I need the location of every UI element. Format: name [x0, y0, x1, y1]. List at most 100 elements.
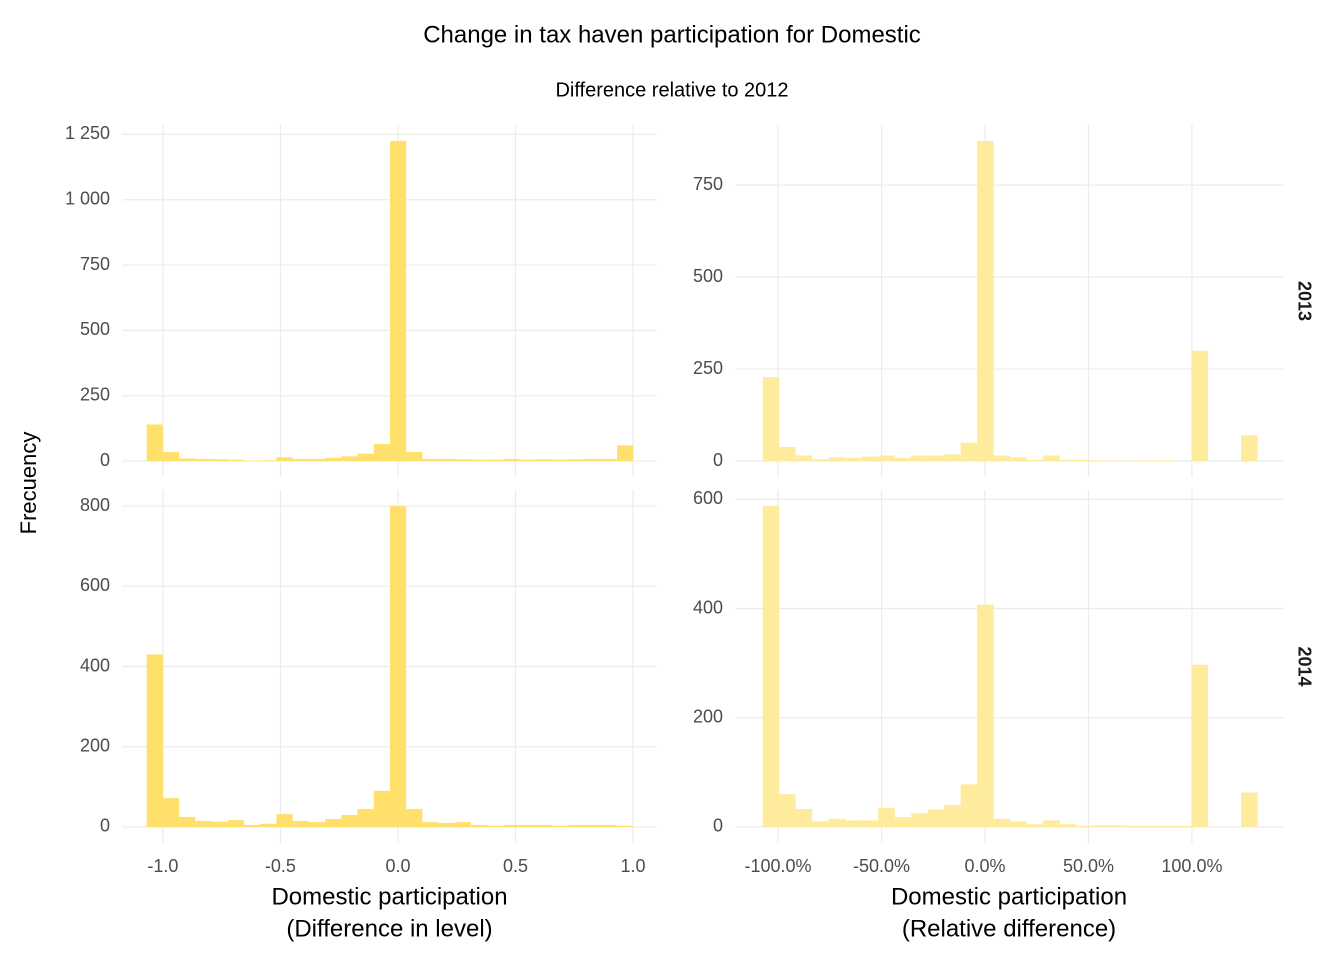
bar [146, 654, 163, 827]
bar [227, 459, 244, 462]
bar [927, 455, 945, 461]
bar [471, 459, 488, 462]
bar [1125, 825, 1143, 827]
bar [1092, 460, 1110, 461]
bar [911, 455, 928, 461]
y-tick-label: 800 [80, 495, 110, 515]
bar [568, 459, 585, 462]
bar [568, 824, 585, 827]
x-tick-label: 1.0 [621, 856, 646, 876]
bar [195, 820, 212, 827]
x-tick-label: 0.0 [385, 856, 410, 876]
bar [878, 807, 895, 827]
facet-strip: 2014 [1294, 646, 1314, 686]
bar [762, 377, 780, 461]
bar [292, 458, 309, 462]
y-tick-label: 750 [80, 254, 110, 274]
bar [1241, 792, 1258, 827]
bar [845, 820, 862, 827]
bar [845, 458, 862, 461]
bar [993, 455, 1011, 461]
x-tick-label: 50.0% [1063, 856, 1114, 876]
bar [1076, 825, 1093, 827]
bar [308, 822, 326, 827]
bar [325, 457, 342, 462]
x-tick-label: 0.0% [964, 856, 1005, 876]
y-tick-label: 400 [693, 597, 723, 617]
bar [389, 140, 407, 462]
bar [373, 790, 390, 827]
bar [1191, 350, 1209, 461]
bar [179, 816, 196, 827]
bar [341, 814, 358, 827]
x-axis-label: (Relative difference) [902, 915, 1116, 942]
bar [552, 825, 569, 827]
bar [1059, 459, 1077, 461]
bar [927, 809, 945, 827]
bar [617, 825, 634, 827]
y-tick-label: 1 000 [65, 188, 110, 208]
bar [1142, 825, 1159, 827]
bar [406, 451, 423, 462]
bar [1076, 459, 1093, 461]
bar [260, 823, 277, 827]
bar [243, 824, 261, 827]
x-tick-label: 100.0% [1161, 856, 1222, 876]
x-tick-label: -1.0 [147, 856, 178, 876]
bar [471, 824, 488, 827]
facet-strip: 2013 [1294, 281, 1314, 321]
bar [519, 459, 536, 462]
bar [487, 459, 504, 462]
bar [422, 822, 439, 827]
bar [438, 458, 455, 462]
bar [894, 458, 912, 461]
bar [1059, 824, 1077, 827]
bar [454, 459, 472, 462]
bar [1092, 825, 1110, 827]
bar [779, 794, 796, 827]
bar [1158, 825, 1176, 827]
y-tick-label: 500 [693, 266, 723, 286]
bar [243, 460, 261, 462]
x-tick-label: -0.5 [265, 856, 296, 876]
bar [535, 459, 553, 462]
y-tick-label: 200 [693, 706, 723, 726]
bar [487, 825, 504, 827]
bar [1043, 455, 1060, 461]
bar [503, 458, 520, 462]
bar [227, 820, 244, 827]
y-tick-label: 500 [80, 319, 110, 339]
bar [617, 445, 634, 462]
bar [292, 820, 309, 827]
x-axis-label: (Difference in level) [286, 915, 492, 942]
bar [944, 454, 961, 461]
bar [389, 506, 407, 827]
bar [519, 824, 536, 827]
y-tick-label: 0 [100, 450, 110, 470]
y-tick-label: 200 [80, 735, 110, 755]
bar [162, 798, 180, 827]
bar [762, 505, 780, 827]
bar [1241, 435, 1258, 461]
bar [1026, 459, 1044, 461]
bar [454, 822, 472, 827]
bar [977, 141, 994, 461]
bar [438, 822, 455, 827]
bar [325, 818, 342, 827]
bar [357, 453, 374, 462]
bar [1158, 460, 1176, 461]
y-tick-label: 1 250 [65, 123, 110, 143]
bar [260, 460, 277, 462]
y-tick-label: 600 [693, 488, 723, 508]
y-tick-label: 250 [693, 358, 723, 378]
bar [1175, 825, 1192, 827]
chart-subtitle: Difference relative to 2012 [555, 79, 788, 101]
bar [406, 808, 423, 827]
x-tick-label: 0.5 [503, 856, 528, 876]
y-tick-label: 250 [80, 384, 110, 404]
bar [911, 813, 928, 827]
bar [878, 455, 895, 461]
bar [944, 805, 961, 827]
bar [812, 821, 829, 827]
